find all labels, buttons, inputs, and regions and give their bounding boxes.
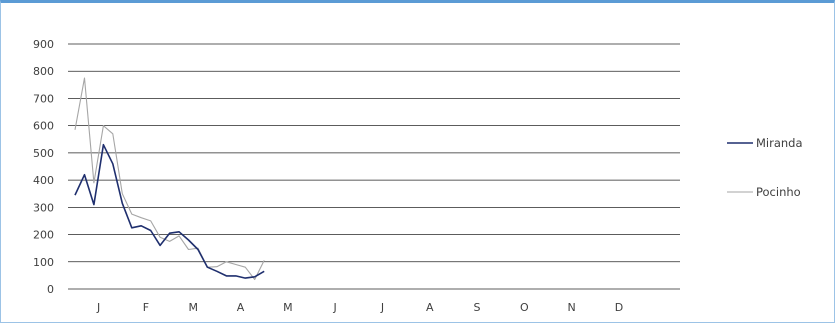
legend-item-pocinho: Pocinho: [727, 185, 801, 199]
y-tick-label: 900: [33, 38, 54, 51]
series-line-miranda: [74, 143, 265, 279]
y-tick-label: 800: [33, 65, 54, 78]
x-tick-label: J: [380, 301, 384, 314]
y-tick-label: 100: [33, 256, 54, 269]
y-tick-label: 600: [33, 120, 54, 133]
x-tick-label: A: [426, 301, 434, 314]
legend-item-miranda: Miranda: [727, 136, 803, 150]
grid-lines: [68, 43, 680, 290]
x-tick-label: M: [189, 301, 199, 314]
y-tick-label: 700: [33, 92, 54, 105]
series-lines: [74, 77, 265, 281]
y-tick-label: 400: [33, 174, 54, 187]
y-tick-label: 200: [33, 229, 54, 242]
x-tick-label: N: [568, 301, 576, 314]
series-line-pocinho: [74, 77, 265, 281]
legend-label-miranda: Miranda: [756, 136, 803, 150]
y-tick-label: 0: [47, 283, 54, 296]
x-tick-label: S: [474, 301, 481, 314]
legend: Miranda Pocinho: [727, 136, 803, 199]
x-tick-label: J: [333, 301, 337, 314]
x-tick-label: O: [520, 301, 529, 314]
y-tick-label: 300: [33, 201, 54, 214]
x-tick-label: J: [96, 301, 100, 314]
x-tick-label: M: [283, 301, 293, 314]
y-axis-tick-labels: 0 100 200 300 400 500 600 700 800 900: [33, 38, 54, 296]
x-tick-label: D: [615, 301, 623, 314]
x-tick-label: F: [143, 301, 149, 314]
legend-label-pocinho: Pocinho: [756, 185, 801, 199]
y-tick-label: 500: [33, 147, 54, 160]
x-tick-label: A: [237, 301, 245, 314]
